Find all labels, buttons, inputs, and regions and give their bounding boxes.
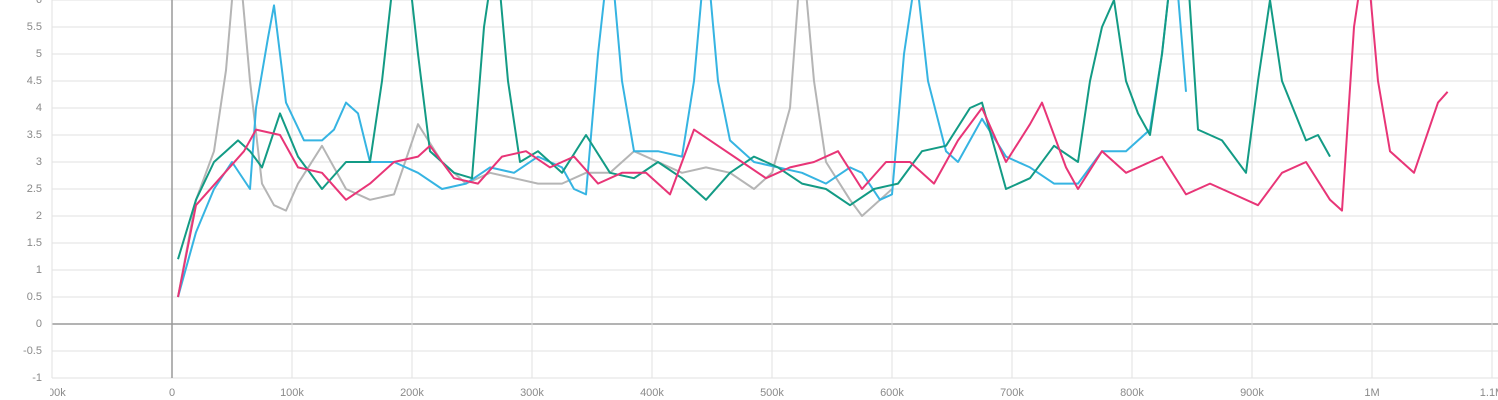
y-axis-labels: -1 -0.5 0 0.5 1 1.5 2 2.5 3 3.5 4 4.5 5 5.5 6 [23, 0, 42, 384]
y-tick-label: -0.5 [23, 345, 42, 357]
y-tick-label: 5.5 [27, 21, 42, 33]
y-tick-label: -1 [32, 372, 42, 384]
y-tick-label: 4 [36, 102, 42, 114]
x-tick-label: 300k [520, 387, 544, 399]
x-tick-label: 100k [280, 387, 304, 399]
y-tick-label: 3.5 [27, 129, 42, 141]
x-axis-labels: -100k 0 100k 200k 300k 400k 500k 600k 700k 800k 90… [38, 387, 1498, 399]
x-tick-label: 800k [1120, 387, 1144, 399]
x-tick-label: 500k [760, 387, 784, 399]
y-tick-label: 5 [36, 48, 42, 60]
y-tick-label: 0 [36, 318, 42, 330]
x-tick-label: -100k [38, 387, 66, 399]
x-tick-label: 700k [1000, 387, 1024, 399]
x-tick-label: 400k [640, 387, 664, 399]
y-tick-label: 1 [36, 264, 42, 276]
grid [51, 0, 1498, 379]
series-line [177, 0, 893, 298]
x-tick-label: 0 [169, 387, 175, 399]
x-tick-label: 900k [1240, 387, 1264, 399]
x-tick-label: 1.1M [1480, 387, 1498, 399]
y-tick-label: 2.5 [27, 183, 42, 195]
y-tick-label: 1.5 [27, 237, 42, 249]
x-tick-label: 600k [880, 387, 904, 399]
y-tick-label: 0.5 [27, 291, 42, 303]
y-tick-label: 6 [36, 0, 42, 6]
series-line [177, 0, 1331, 260]
y-tick-label: 2 [36, 210, 42, 222]
plot-area [177, 0, 1449, 298]
x-tick-label: 1M [1364, 387, 1379, 399]
series-line [177, 0, 1187, 298]
y-tick-label: 3 [36, 156, 42, 168]
y-tick-label: 4.5 [27, 75, 42, 87]
x-tick-label: 200k [400, 387, 424, 399]
series-line [177, 0, 1449, 298]
